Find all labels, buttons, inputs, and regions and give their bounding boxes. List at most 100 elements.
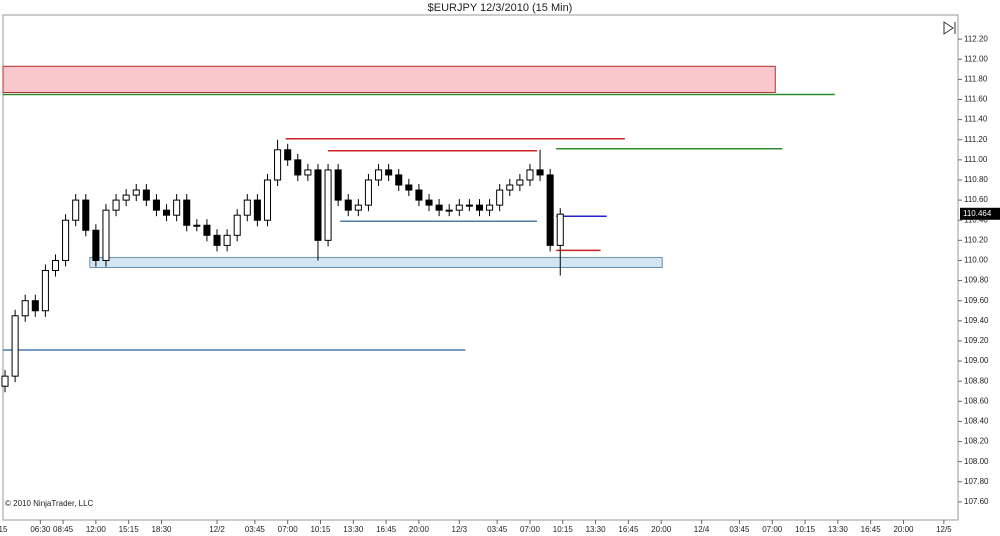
x-tick-label: 12:00 [86, 525, 107, 534]
x-tick-label: 10:15 [310, 525, 331, 534]
y-tick-label: 111.40 [964, 115, 988, 124]
candle-body [344, 199, 352, 211]
x-tick-label: 16:45 [618, 525, 639, 534]
x-tick-label: 15:15 [119, 525, 140, 534]
candle-body [1, 375, 9, 387]
x-tick-label: 20:00 [651, 525, 672, 534]
candle-body [243, 199, 251, 216]
candle-body [263, 179, 272, 221]
candle-body [375, 169, 383, 181]
candle-body [203, 224, 211, 236]
candle-body [122, 194, 130, 201]
candle-body [486, 204, 494, 211]
candle-body [405, 184, 413, 191]
x-tick-label: 08:45 [53, 525, 74, 534]
y-tick-label: 111.60 [964, 95, 988, 104]
y-tick-label: 109.40 [964, 316, 989, 325]
candle-body [62, 219, 70, 261]
x-tick-label: 13:30 [586, 525, 607, 534]
x-tick-label: 13:30 [343, 525, 364, 534]
y-tick-label: 109.80 [964, 276, 989, 285]
candle-body [193, 224, 201, 227]
candle-body [506, 184, 514, 191]
y-tick-label: 110.00 [964, 256, 988, 265]
candle-body [223, 234, 231, 246]
x-tick-label: 03:45 [245, 525, 266, 534]
chart-title: $EURJPY 12/3/2010 (15 Min) [428, 2, 573, 14]
candle-body [112, 199, 120, 211]
candle-body [173, 199, 181, 216]
price-zone [89, 256, 663, 269]
x-tick-label: 07:00 [278, 525, 299, 534]
candle-body [324, 169, 332, 241]
candle-body [142, 189, 150, 201]
x-tick-label: 03:45 [487, 525, 508, 534]
candle-body [395, 174, 403, 186]
y-tick-label: 107.80 [964, 477, 989, 486]
y-tick-label: 109.20 [964, 336, 989, 345]
x-tick-label: 16:45 [376, 525, 397, 534]
candle-body [385, 169, 393, 176]
x-tick-label: 06:30 [30, 525, 51, 534]
scroll-icon [943, 21, 956, 35]
y-tick-label: 108.40 [964, 417, 989, 426]
candle-body [92, 229, 100, 261]
candle-body [536, 169, 544, 176]
candle-body [51, 259, 60, 272]
candle-body [152, 199, 160, 211]
candle-body [72, 199, 80, 221]
candle-body [233, 214, 241, 236]
y-tick-label: 110.60 [964, 195, 988, 204]
x-tick-label: 20:00 [409, 525, 430, 534]
candle-body [475, 204, 484, 211]
candle-body [284, 149, 292, 161]
x-tick-label: 12/2 [209, 525, 225, 534]
candle-body [465, 204, 473, 207]
x-tick-label: 16:45 [861, 525, 882, 534]
candle-body [445, 209, 453, 212]
price-zone [2, 65, 776, 93]
candle-body [556, 213, 564, 246]
candle-body [82, 199, 90, 231]
y-tick-label: 111.20 [964, 135, 988, 144]
last-price-label: 110.464 [963, 209, 992, 218]
x-tick-label: 03:45 [729, 525, 750, 534]
candle-body [21, 300, 29, 317]
y-tick-label: 112.20 [964, 34, 988, 43]
candle-body [41, 270, 49, 312]
candle-body [253, 199, 261, 221]
y-tick-label: 110.40 [964, 215, 988, 224]
y-tick-label: 111.00 [964, 155, 988, 164]
candle-body [354, 204, 362, 211]
y-tick-label: 112.00 [964, 54, 988, 63]
y-tick-label: 109.00 [964, 356, 989, 365]
x-tick-label: 12/5 [936, 525, 952, 534]
x-tick-label: 07:00 [520, 525, 541, 534]
candle-body [102, 209, 110, 261]
copyright: © 2010 NinjaTrader, LLC [5, 499, 94, 508]
x-tick-label: 12/3 [452, 525, 468, 534]
y-tick-label: 110.80 [964, 175, 988, 184]
y-tick-label: 108.00 [964, 457, 989, 466]
y-tick-label: 108.20 [964, 437, 989, 446]
x-tick-label: 12/4 [694, 525, 710, 534]
x-tick-label: 20:00 [893, 525, 914, 534]
candle-body [213, 234, 221, 246]
candle-body [294, 159, 302, 176]
candle-body [163, 209, 171, 216]
candle-body [435, 204, 443, 211]
last-price-box [960, 207, 1000, 220]
candle-body [31, 300, 39, 312]
y-tick-label: 107.60 [964, 497, 989, 506]
candle-body [364, 179, 372, 206]
candle-body [334, 169, 342, 201]
y-tick-label: 108.80 [964, 376, 989, 385]
y-tick-label: 109.60 [964, 296, 989, 305]
candle-body [274, 149, 282, 181]
candle-body [516, 179, 524, 186]
plot-frame [2, 14, 959, 521]
candle-body [314, 169, 322, 241]
candle-body [183, 199, 191, 226]
candle-body [546, 174, 554, 246]
